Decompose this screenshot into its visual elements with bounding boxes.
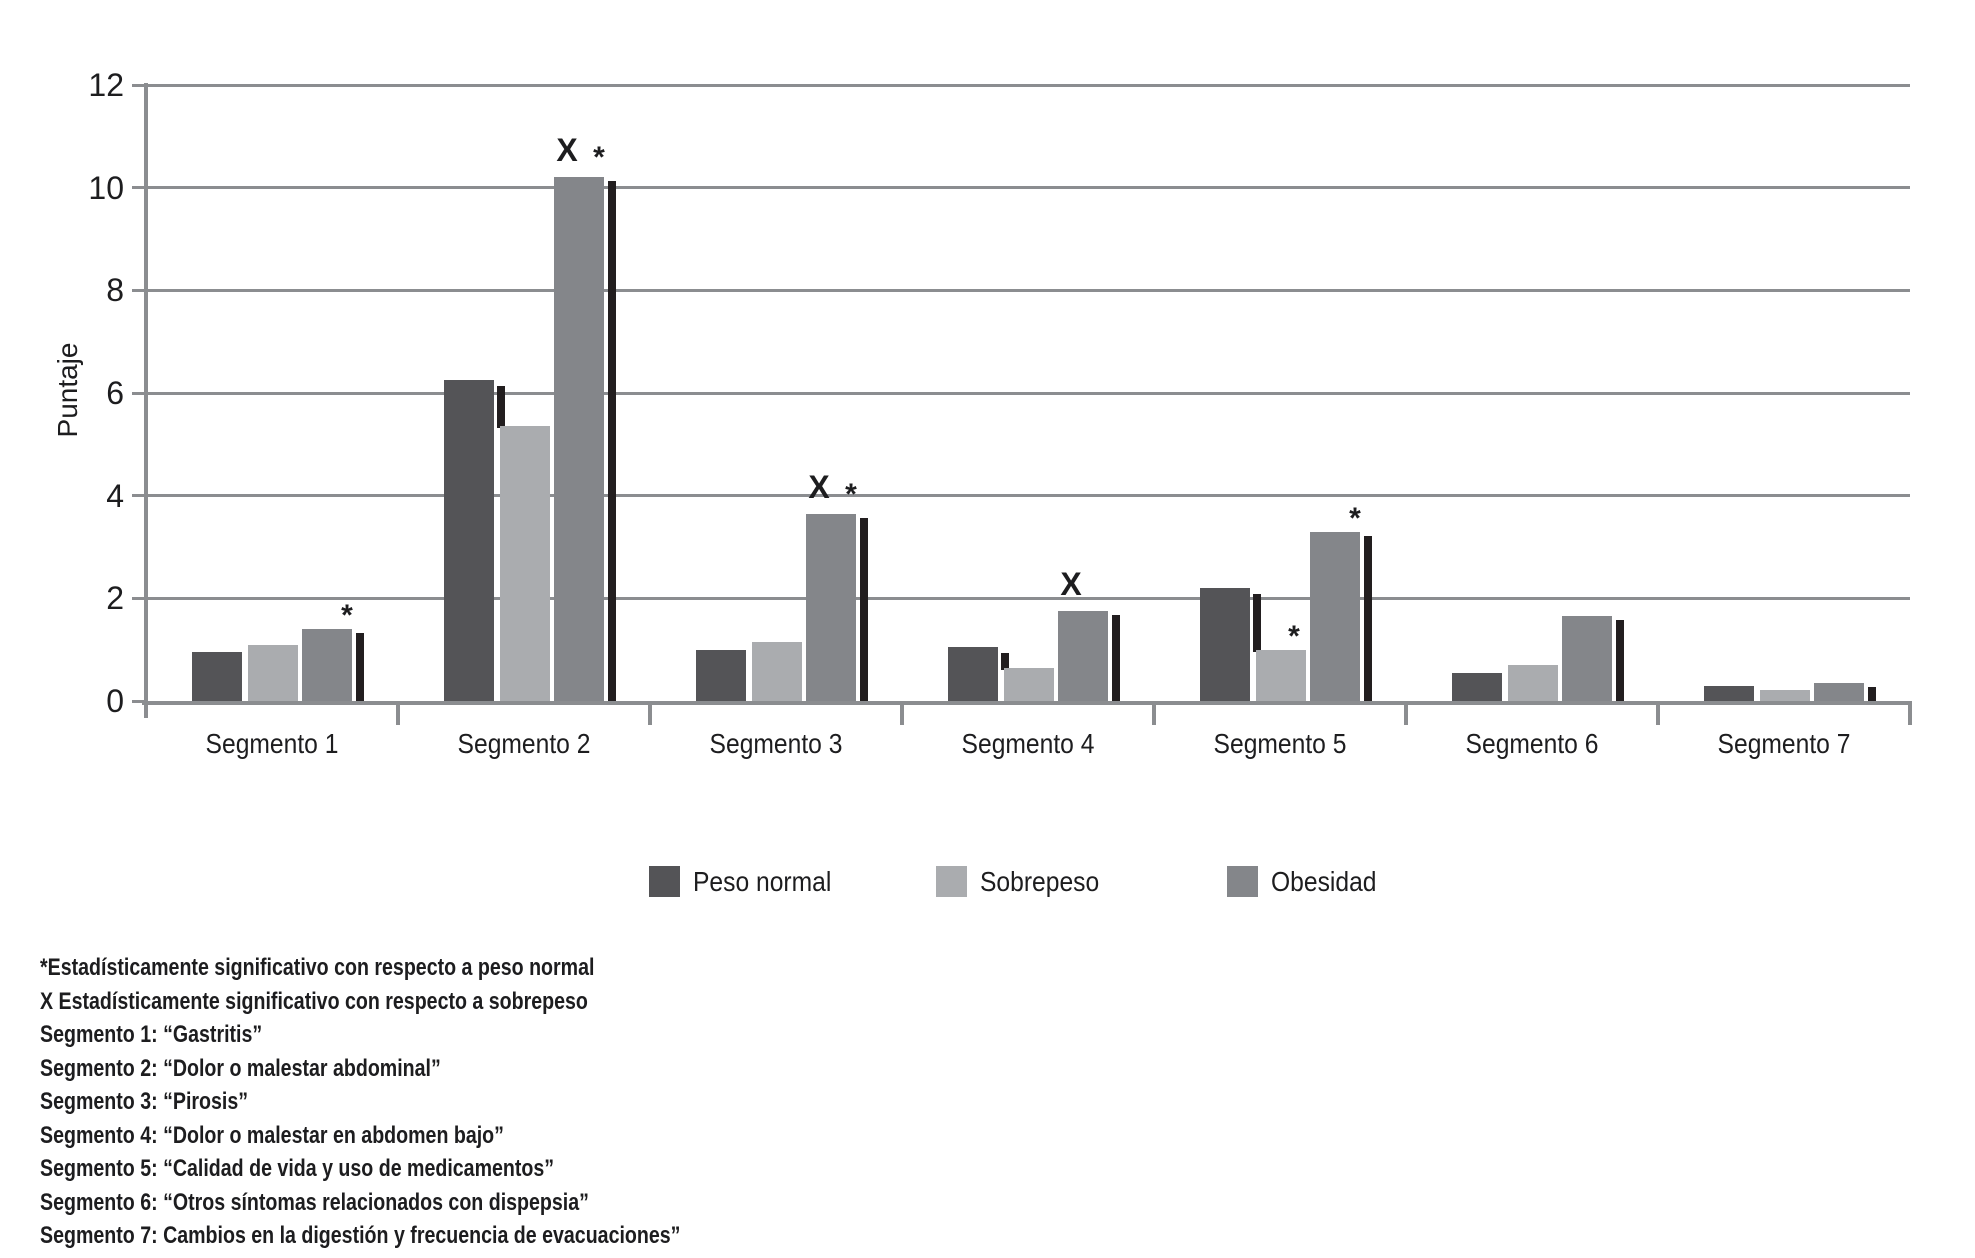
bar-chart-figure: Puntaje * X * X * X * * 0 2 4 6 8 10 12 Segmento 1 Segm… [52, 67, 1912, 897]
bar-peso-normal [1452, 672, 1502, 701]
y-tick-label: 8 [106, 272, 124, 309]
bar-peso-normal [696, 649, 746, 701]
y-axis-tick [132, 699, 146, 703]
legend-label: Sobrepeso [980, 865, 1100, 897]
bar-obesidad [806, 513, 856, 701]
x-axis-tick [1908, 701, 1912, 725]
significance-asterisk: * [1288, 619, 1300, 653]
y-tick-label: 10 [88, 169, 124, 206]
bar-obesidad [1310, 531, 1360, 701]
bar-peso-normal [444, 380, 494, 701]
bar-obesidad [1058, 611, 1108, 701]
bar-sobrepeso [500, 426, 550, 701]
footnote-line: Segmento 3: “Pirosis” [40, 1088, 249, 1115]
y-axis-tick [132, 288, 146, 292]
x-axis-tick [900, 701, 904, 725]
y-axis-tick [132, 391, 146, 395]
significance-asterisk: * [341, 599, 353, 633]
legend-item: Obesidad [1227, 866, 1391, 897]
bar-sobrepeso [752, 642, 802, 701]
y-tick-label: 12 [88, 67, 124, 103]
footnotes: *Estadísticamente significativo con resp… [40, 951, 940, 1253]
legend-label: Obesidad [1271, 865, 1377, 897]
gridline [146, 596, 1910, 600]
bar-shadow-obesidad [1616, 620, 1624, 701]
gridline [146, 494, 1910, 498]
significance-asterisk: * [593, 141, 605, 175]
y-tick-label: 4 [106, 477, 124, 514]
bar-shadow-obesidad [356, 633, 364, 701]
bar-obesidad [1562, 616, 1612, 701]
x-axis-line [142, 701, 1912, 705]
x-axis-tick [1656, 701, 1660, 725]
bar-peso-normal [1200, 588, 1250, 701]
legend-item: Peso normal [649, 866, 850, 897]
gridline [146, 288, 1910, 292]
footnote-line: Segmento 6: “Otros síntomas relacionados… [40, 1188, 589, 1216]
footnote-line: Segmento 2: “Dolor o malestar abdominal” [40, 1054, 441, 1082]
y-tick-label: 6 [106, 375, 124, 411]
x-category-label: Segmento 6 [1465, 728, 1599, 759]
bar-obesidad [1814, 683, 1864, 701]
footnote-line: Segmento 1: “Gastritis” [40, 1021, 263, 1048]
legend-swatch-sobrepeso [936, 866, 967, 897]
x-category-label: Segmento 5 [1213, 728, 1347, 759]
bar-sobrepeso [1256, 649, 1306, 701]
bar-shadow-obesidad [860, 517, 868, 701]
y-tick-label: 2 [106, 580, 124, 617]
significance-x-mark: X [808, 468, 830, 505]
y-axis-tick [132, 494, 146, 498]
bar-shadow-peso-normal [1001, 653, 1009, 670]
legend-item: Sobrepeso [936, 866, 1115, 897]
footnote-line: X Estadísticamente significativo con res… [40, 987, 588, 1015]
x-axis-tick [396, 701, 400, 725]
x-axis-tick [1404, 701, 1408, 725]
x-category-label: Segmento 1 [205, 728, 339, 759]
x-category-label: Segmento 4 [961, 728, 1095, 759]
bar-sobrepeso [1760, 689, 1810, 701]
bar-peso-normal [948, 647, 998, 701]
y-axis-tick [132, 596, 146, 600]
footnote-line: Segmento 7: Cambios en la digestión y fr… [40, 1222, 681, 1249]
y-axis-tick [132, 83, 146, 87]
x-axis-tick [1152, 701, 1156, 725]
bar-sobrepeso [1508, 665, 1558, 701]
bar-shadow-obesidad [1868, 687, 1876, 701]
legend-swatch-peso-normal [649, 866, 680, 897]
bar-shadow-peso-normal [1253, 594, 1261, 652]
bar-sobrepeso [248, 644, 298, 701]
bar-shadow-obesidad [608, 181, 616, 701]
y-axis-line [144, 83, 148, 718]
y-axis-tick [132, 186, 146, 190]
significance-asterisk: * [1349, 501, 1361, 535]
footnote-line: *Estadísticamente significativo con resp… [40, 954, 595, 981]
y-tick-label: 0 [106, 683, 124, 719]
bar-shadow-obesidad [1364, 535, 1372, 701]
bar-peso-normal [1704, 685, 1754, 701]
footnote-line: Segmento 4: “Dolor o malestar en abdomen… [40, 1121, 504, 1149]
x-category-label: Segmento 2 [457, 728, 591, 759]
significance-x-mark: X [1060, 566, 1082, 603]
bar-peso-normal [192, 652, 242, 701]
legend-swatch-obesidad [1227, 866, 1258, 897]
bar-sobrepeso [1004, 667, 1054, 701]
bar-shadow-obesidad [1112, 615, 1120, 701]
footnote-line: Segmento 5: “Calidad de vida y uso de me… [40, 1155, 555, 1182]
significance-asterisk: * [845, 477, 857, 511]
x-axis-tick [648, 701, 652, 725]
significance-x-mark: X [556, 132, 578, 169]
x-category-label: Segmento 7 [1717, 728, 1851, 759]
gridline [146, 83, 1910, 87]
bar-obesidad [302, 629, 352, 701]
gridline [146, 391, 1910, 395]
gridline [146, 186, 1910, 190]
bar-shadow-peso-normal [497, 386, 505, 429]
x-category-label: Segmento 3 [709, 728, 843, 759]
bar-obesidad [554, 177, 604, 701]
plot-area: * X * X * X * * [146, 83, 1910, 701]
legend-label: Peso normal [693, 865, 832, 897]
